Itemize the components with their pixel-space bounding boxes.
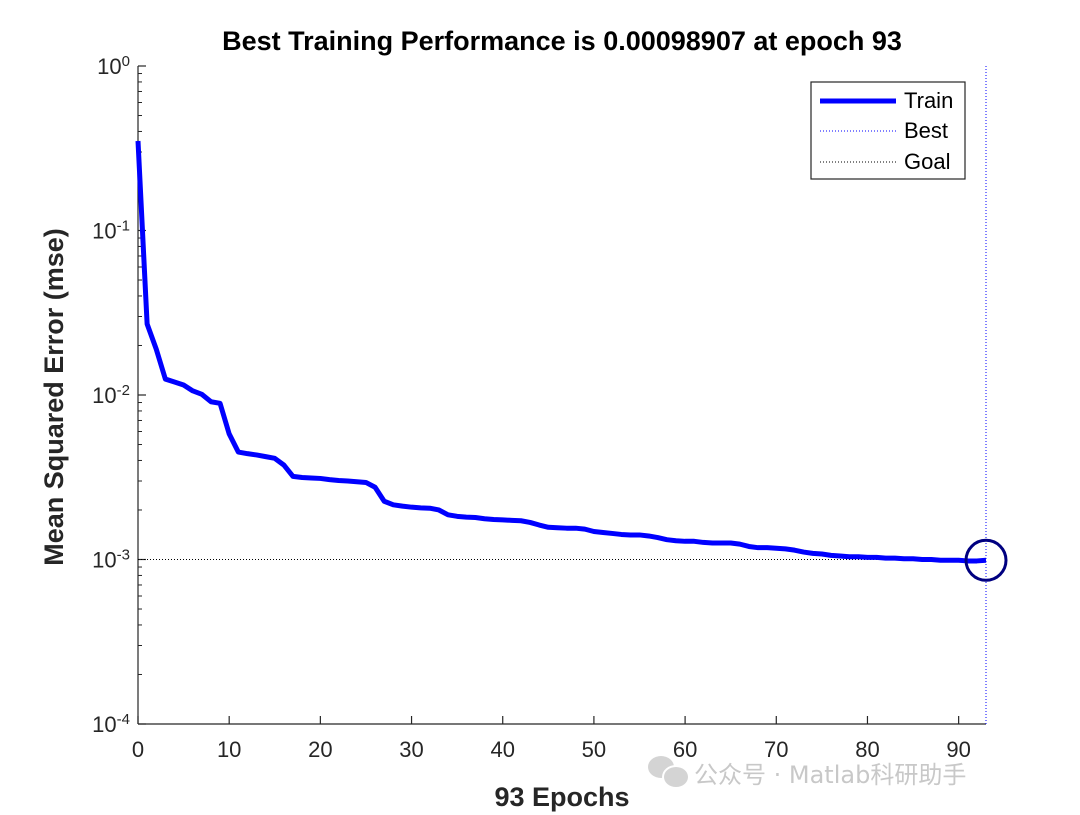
y-tick-label: 10-4 (92, 711, 130, 738)
chart-title: Best Training Performance is 0.00098907 … (222, 26, 902, 56)
x-tick-label: 90 (946, 737, 970, 762)
y-tick-label: 10-2 (92, 382, 130, 409)
plot-series (135, 66, 987, 724)
x-ticks: 0 10 20 30 40 50 60 70 80 90 (132, 716, 971, 762)
train-line (135, 140, 987, 564)
watermark: 公众号 · Matlab科研助手 (648, 752, 1068, 792)
x-tick-label: 30 (399, 737, 423, 762)
legend-best-label: Best (904, 118, 948, 143)
x-tick-label: 70 (764, 737, 788, 762)
x-tick-label: 20 (308, 737, 332, 762)
y-axis-label-group: Mean Squared Error (mse) (39, 228, 69, 566)
best-marker-layer (964, 538, 1008, 582)
x-tick-label: 80 (855, 737, 879, 762)
best-epoch-marker (964, 538, 1008, 582)
x-tick-label: 10 (217, 737, 241, 762)
legend-train-label: Train (904, 88, 953, 113)
y-axis-label: Mean Squared Error (mse) (39, 228, 69, 566)
y-ticks: 100 10-1 10-2 10-3 10-4 (92, 53, 146, 738)
legend-box (810, 81, 966, 180)
x-axis-label: 93 Epochs (494, 782, 629, 812)
legend-goal-label: Goal (904, 149, 950, 174)
watermark-text: 公众号 · Matlab科研助手 (694, 760, 967, 789)
y-tick-label: 100 (97, 53, 130, 80)
x-tick-label: 40 (490, 737, 514, 762)
x-tick-label: 60 (673, 737, 697, 762)
x-tick-label: 50 (582, 737, 606, 762)
x-tick-label: 0 (132, 737, 144, 762)
y-tick-label: 10-3 (92, 546, 130, 573)
y-tick-label: 10-1 (92, 217, 130, 244)
legend: Train Best Goal (810, 81, 966, 180)
wechat-icon (648, 756, 690, 789)
